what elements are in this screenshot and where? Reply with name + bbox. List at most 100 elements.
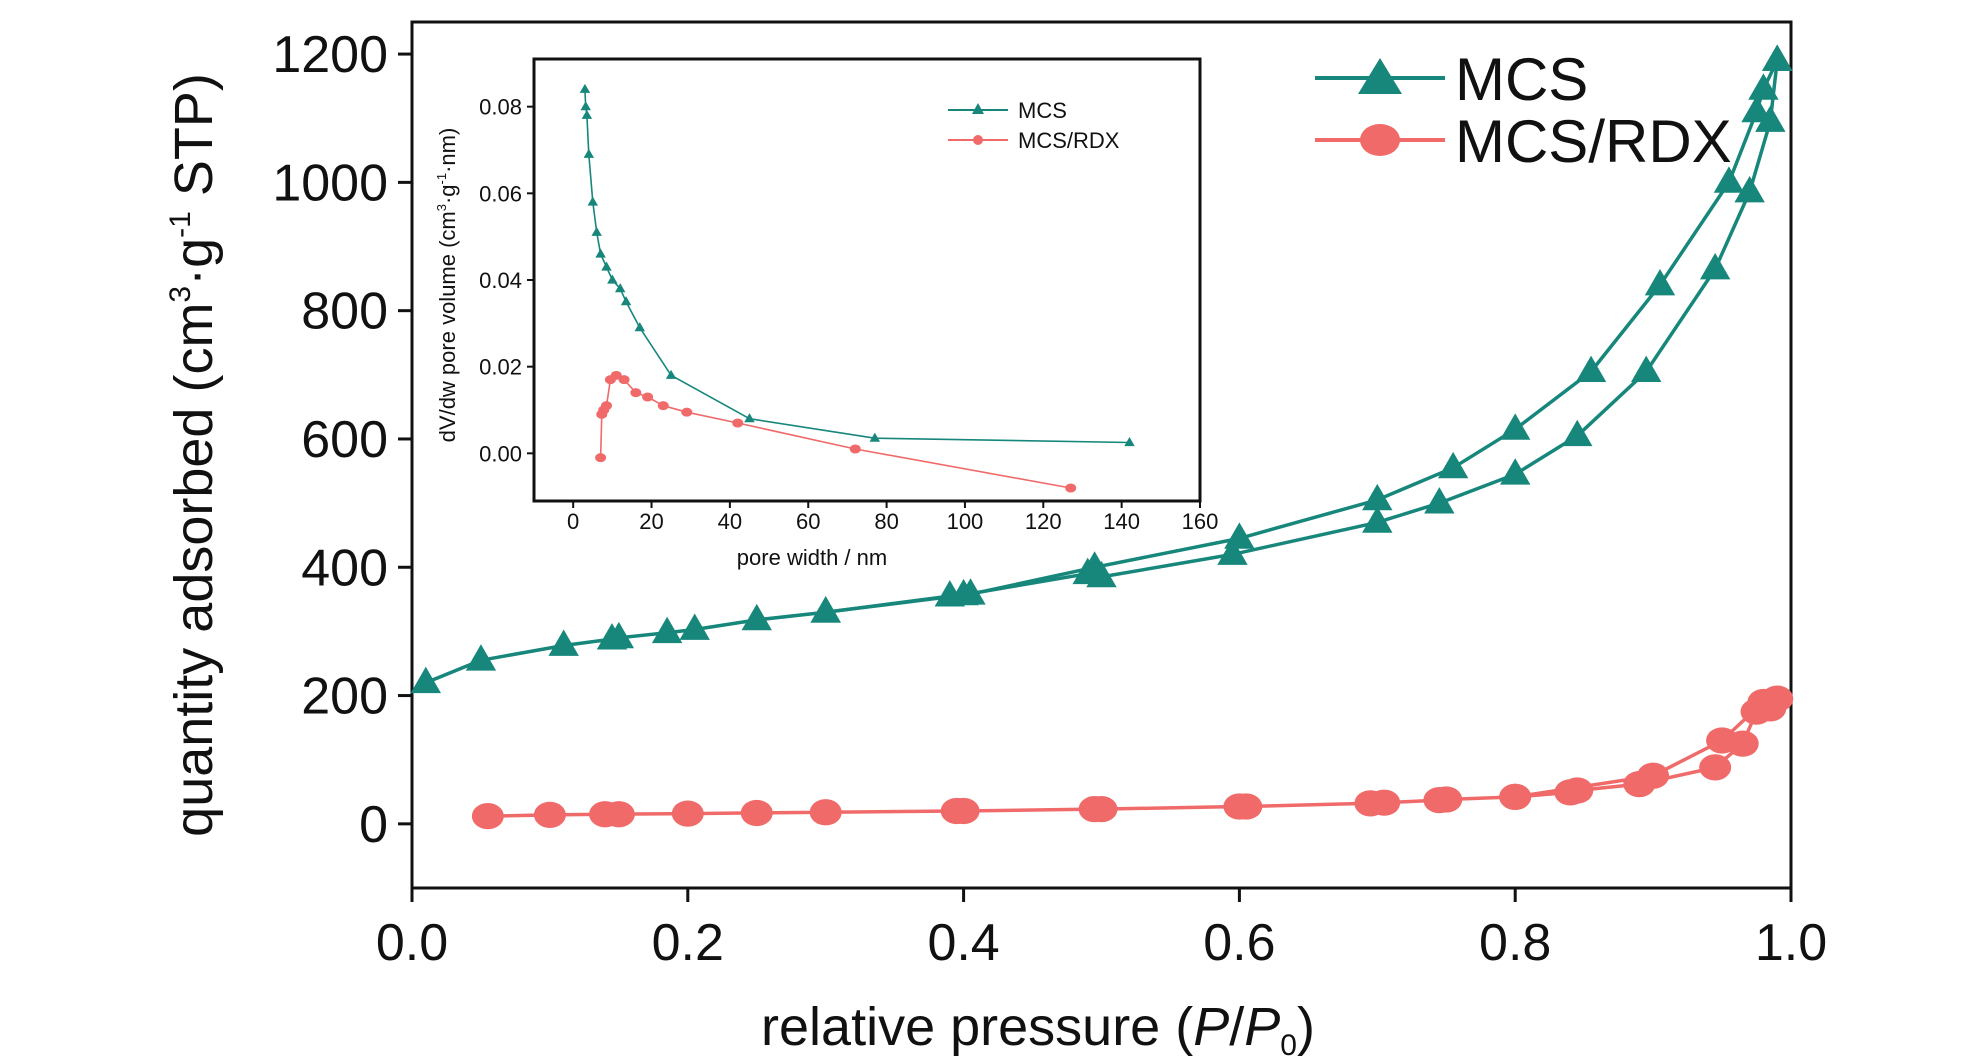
inset-data-point-mcs	[601, 261, 612, 271]
inset-legend-marker-mcs	[972, 103, 984, 114]
main-data-point-mcs-rdx	[947, 797, 980, 825]
inset-data-point-mcs	[591, 226, 602, 236]
main-data-point-mcs	[410, 666, 441, 694]
main-data-point-mcs-rdx	[671, 800, 704, 827]
inset-series-line-mcs	[584, 89, 1130, 444]
inset-plot-frame	[532, 57, 1202, 503]
inset-x-tick-label: 140	[1103, 509, 1140, 534]
main-data-point-mcs-rdx	[1499, 783, 1532, 811]
inset-x-tick-label: 60	[796, 509, 820, 534]
main-data-point-mcs	[1362, 506, 1393, 533]
inset-x-tick-label: 160	[1182, 509, 1219, 534]
inset-data-point-mcs	[744, 413, 755, 423]
main-plot-frame	[410, 20, 1793, 890]
main-data-point-mcs	[741, 603, 772, 631]
inset-data-point-mcs-rdx	[618, 375, 630, 385]
inset-data-point-mcs	[583, 148, 595, 158]
main-y-tick-label: 600	[301, 411, 388, 469]
main-data-point-mcs-rdx	[602, 801, 635, 828]
main-x-tick-label: 0.4	[927, 914, 999, 972]
main-data-point-mcs	[1644, 269, 1676, 296]
inset-data-point-mcs	[620, 296, 632, 306]
main-data-point-mcs	[1748, 73, 1779, 100]
inset-y-axis-label: dV/dw pore volume (cm3·g-1·nm)	[434, 128, 460, 443]
main-data-point-mcs	[1734, 175, 1765, 203]
main-data-point-mcs	[465, 644, 497, 671]
inset-data-point-mcs-rdx	[600, 401, 612, 411]
main-data-point-mcs	[1741, 95, 1772, 123]
main-data-point-mcs-rdx	[740, 799, 773, 827]
main-legend: MCS MCS/RDX	[1315, 46, 1732, 175]
main-y-tick-label: 400	[301, 539, 388, 597]
main-data-point-mcs	[1500, 413, 1531, 440]
inset-data-point-mcs-rdx	[642, 392, 654, 402]
inset-series	[579, 83, 1135, 493]
main-data-point-mcs-rdx	[1637, 762, 1670, 789]
inset-legend-marker-mcs-rdx	[973, 135, 983, 145]
inset-data-point-mcs	[869, 432, 881, 442]
main-x-tick-label: 0.2	[652, 914, 724, 972]
main-y-tick-label: 0	[359, 796, 388, 854]
inset-data-point-mcs	[607, 274, 618, 284]
inset-data-point-mcs-rdx	[681, 407, 693, 417]
main-series	[410, 44, 1794, 830]
main-data-point-mcs-rdx	[1085, 795, 1118, 823]
main-data-point-mcs	[651, 616, 683, 644]
inset-legend-label-mcs: MCS	[1018, 98, 1067, 123]
main-data-point-mcs	[603, 621, 635, 649]
inset-data-point-mcs-rdx	[849, 444, 861, 454]
inset-x-axis-label: pore width / nm	[737, 545, 887, 570]
inset-x-tick-label: 100	[947, 509, 984, 534]
main-data-point-mcs	[1079, 551, 1110, 578]
main-data-point-mcs-rdx	[1430, 786, 1463, 813]
main-y-tick-label: 800	[301, 283, 388, 341]
inset-data-point-mcs	[587, 196, 598, 206]
inset-data-point-mcs	[665, 369, 677, 379]
main-data-point-mcs	[1500, 458, 1531, 485]
main-data-point-mcs-rdx	[533, 801, 566, 828]
main-data-point-mcs	[1713, 166, 1745, 193]
main-data-point-mcs	[1562, 419, 1593, 447]
main-data-point-mcs-rdx	[1699, 754, 1732, 781]
inset-x-tick-label: 120	[1025, 509, 1062, 534]
main-data-point-mcs	[1224, 522, 1255, 549]
main-data-point-mcs-rdx	[1561, 777, 1594, 804]
legend-marker-mcs	[1358, 58, 1402, 94]
inset-legend: MCS MCS/RDX	[948, 98, 1120, 153]
inset-y-tick-label: 0.08	[479, 95, 522, 120]
inset-y-tick-label: 0.06	[479, 181, 522, 206]
inset-data-point-mcs-rdx	[595, 453, 607, 463]
main-y-tick-label: 1200	[272, 26, 388, 84]
inset-data-point-mcs-rdx	[732, 418, 744, 428]
inset-data-point-mcs	[634, 322, 646, 332]
inset-data-point-mcs-rdx	[657, 401, 669, 411]
main-data-point-mcs-rdx	[1368, 789, 1401, 816]
main-data-point-mcs	[1424, 487, 1455, 514]
inset-data-point-mcs	[581, 109, 593, 119]
main-x-tick-label: 0.0	[376, 914, 448, 972]
main-data-point-mcs-rdx	[809, 799, 842, 826]
main-data-point-mcs	[548, 629, 579, 656]
main-x-tick-label: 0.6	[1203, 914, 1275, 972]
main-x-tick-label: 0.8	[1479, 914, 1551, 972]
inset-data-point-mcs-rdx	[1065, 483, 1077, 493]
inset-data-point-mcs	[580, 101, 591, 111]
main-data-point-mcs	[679, 613, 710, 640]
inset-data-point-mcs	[614, 283, 626, 293]
inset-y-tick-label: 0.00	[479, 441, 522, 466]
legend-label-mcs-rdx: MCS/RDX	[1455, 108, 1732, 175]
main-y-tick-label: 1000	[272, 154, 388, 212]
inset-legend-label-mcs-rdx: MCS/RDX	[1018, 128, 1120, 153]
inset-y-tick-label: 0.02	[479, 355, 522, 380]
main-data-point-mcs	[1631, 355, 1662, 383]
main-data-point-mcs-rdx	[1747, 688, 1780, 716]
main-data-point-mcs	[1699, 252, 1731, 280]
inset-x-tick-label: 40	[718, 509, 742, 534]
main-data-point-mcs-rdx	[471, 803, 504, 830]
inset-data-point-mcs-rdx	[610, 370, 622, 380]
main-data-point-mcs	[1217, 538, 1248, 565]
main-y-tick-label: 200	[301, 668, 388, 726]
inset-data-point-mcs	[1124, 437, 1135, 447]
